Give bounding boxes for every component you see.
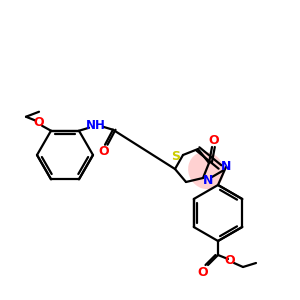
Text: O: O [198,266,208,278]
Text: NH: NH [86,119,106,132]
Text: O: O [209,134,219,146]
Text: N: N [221,160,231,173]
Ellipse shape [188,152,224,189]
Text: N: N [203,173,213,187]
Text: O: O [99,145,109,158]
Text: S: S [172,149,181,163]
Text: O: O [225,254,235,268]
Text: O: O [34,116,44,129]
